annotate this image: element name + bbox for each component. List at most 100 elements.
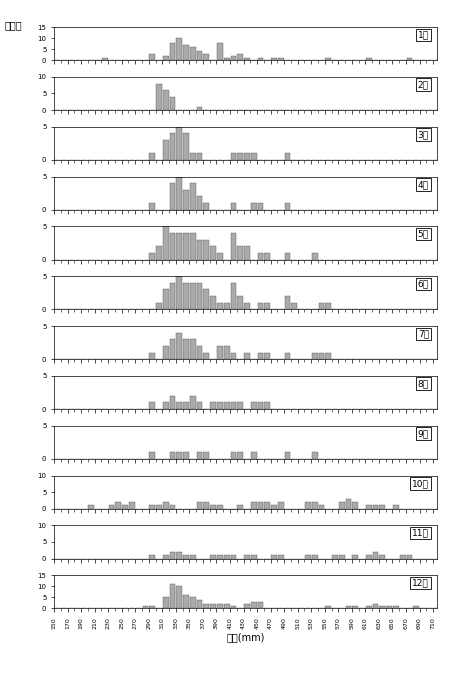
Bar: [149, 153, 155, 160]
Text: 10月: 10月: [412, 479, 429, 488]
Bar: [88, 506, 94, 509]
Bar: [176, 452, 182, 459]
Bar: [197, 402, 202, 409]
Bar: [244, 246, 250, 260]
Bar: [176, 552, 182, 558]
Bar: [265, 253, 270, 260]
Bar: [257, 58, 263, 60]
Bar: [210, 296, 216, 310]
Bar: [406, 58, 412, 60]
Bar: [244, 555, 250, 558]
Bar: [319, 303, 324, 310]
Bar: [305, 502, 311, 509]
Bar: [156, 303, 162, 310]
Bar: [176, 38, 182, 60]
Bar: [210, 604, 216, 608]
Bar: [230, 283, 236, 310]
Bar: [197, 452, 202, 459]
Bar: [197, 51, 202, 60]
Text: 個体数: 個体数: [4, 20, 22, 30]
Bar: [183, 190, 189, 210]
Bar: [271, 555, 277, 558]
Bar: [143, 606, 148, 608]
Bar: [176, 402, 182, 409]
Bar: [163, 140, 169, 160]
Bar: [163, 226, 169, 260]
Bar: [190, 183, 196, 210]
Bar: [265, 502, 270, 509]
Bar: [244, 604, 250, 608]
Bar: [170, 97, 176, 110]
Bar: [170, 233, 176, 260]
Bar: [257, 303, 263, 310]
Bar: [149, 402, 155, 409]
Bar: [170, 395, 176, 409]
Bar: [217, 506, 223, 509]
Bar: [386, 606, 392, 608]
Bar: [230, 402, 236, 409]
Text: 3月: 3月: [418, 130, 429, 139]
Bar: [217, 253, 223, 260]
Bar: [257, 502, 263, 509]
Bar: [379, 555, 385, 558]
Bar: [312, 452, 318, 459]
Bar: [265, 402, 270, 409]
Bar: [210, 246, 216, 260]
Bar: [149, 606, 155, 608]
Bar: [352, 555, 358, 558]
Bar: [244, 353, 250, 359]
Bar: [210, 506, 216, 509]
Bar: [197, 600, 202, 608]
Text: 6月: 6月: [418, 279, 429, 289]
Bar: [325, 606, 331, 608]
Bar: [237, 296, 243, 310]
Bar: [217, 555, 223, 558]
Bar: [352, 606, 358, 608]
Bar: [224, 604, 230, 608]
Bar: [163, 598, 169, 608]
Bar: [224, 555, 230, 558]
Bar: [170, 552, 176, 558]
Bar: [197, 346, 202, 359]
Bar: [379, 506, 385, 509]
Bar: [197, 153, 202, 160]
Bar: [149, 53, 155, 60]
Bar: [190, 598, 196, 608]
Bar: [149, 452, 155, 459]
Bar: [156, 246, 162, 260]
Bar: [366, 555, 372, 558]
Bar: [325, 303, 331, 310]
Bar: [170, 183, 176, 210]
Text: 1月: 1月: [418, 30, 429, 39]
Bar: [237, 452, 243, 459]
Bar: [265, 303, 270, 310]
Bar: [224, 402, 230, 409]
Bar: [203, 240, 209, 260]
Bar: [257, 203, 263, 210]
Bar: [217, 346, 223, 359]
Bar: [190, 153, 196, 160]
Bar: [183, 595, 189, 608]
X-axis label: 全長(mm): 全長(mm): [226, 632, 265, 642]
Bar: [257, 402, 263, 409]
Bar: [176, 126, 182, 160]
Bar: [285, 452, 290, 459]
Bar: [183, 555, 189, 558]
Bar: [278, 58, 284, 60]
Bar: [237, 153, 243, 160]
Text: 12月: 12月: [412, 579, 429, 587]
Bar: [190, 339, 196, 359]
Bar: [400, 555, 405, 558]
Text: 9月: 9月: [418, 429, 429, 438]
Bar: [230, 203, 236, 210]
Bar: [339, 555, 345, 558]
Bar: [116, 502, 121, 509]
Bar: [230, 555, 236, 558]
Bar: [197, 283, 202, 310]
Bar: [244, 303, 250, 310]
Bar: [366, 506, 372, 509]
Bar: [170, 452, 176, 459]
Bar: [190, 555, 196, 558]
Bar: [170, 506, 176, 509]
Bar: [237, 506, 243, 509]
